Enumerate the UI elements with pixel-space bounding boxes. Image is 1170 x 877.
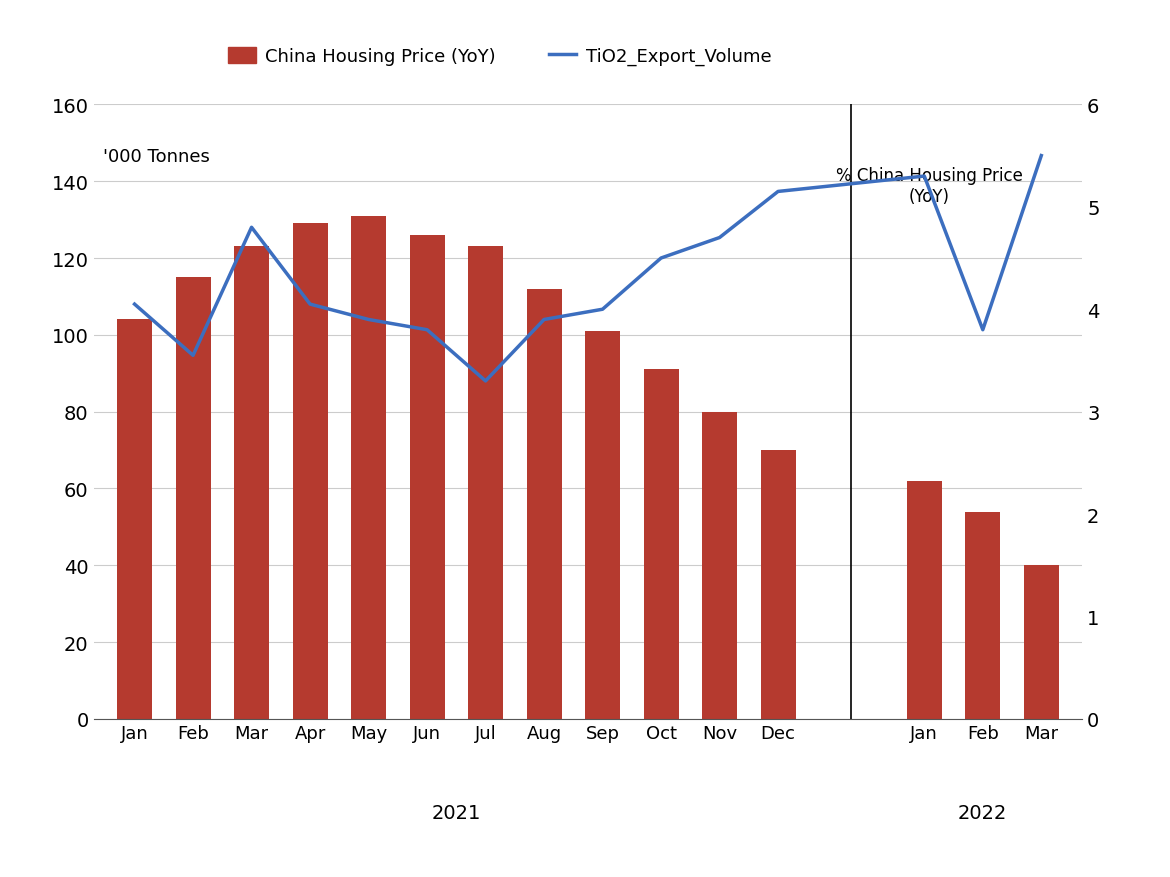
Bar bbox=[468, 247, 503, 719]
Bar bbox=[351, 217, 386, 719]
Legend: China Housing Price (YoY), TiO2_Export_Volume: China Housing Price (YoY), TiO2_Export_V… bbox=[221, 40, 778, 74]
Text: % China Housing Price
(YoY): % China Housing Price (YoY) bbox=[835, 167, 1023, 205]
Text: 2022: 2022 bbox=[958, 803, 1007, 823]
Bar bbox=[965, 512, 1000, 719]
Bar bbox=[526, 289, 562, 719]
Bar bbox=[760, 451, 796, 719]
Text: '000 Tonnes: '000 Tonnes bbox=[103, 148, 211, 167]
Bar bbox=[176, 278, 211, 719]
Bar bbox=[907, 481, 942, 719]
Bar bbox=[702, 412, 737, 719]
Text: 2021: 2021 bbox=[432, 803, 481, 823]
Bar bbox=[585, 332, 620, 719]
Bar bbox=[234, 247, 269, 719]
Bar bbox=[117, 320, 152, 719]
Bar bbox=[410, 236, 445, 719]
Bar bbox=[1024, 566, 1059, 719]
Bar bbox=[292, 225, 328, 719]
Bar bbox=[644, 370, 679, 719]
